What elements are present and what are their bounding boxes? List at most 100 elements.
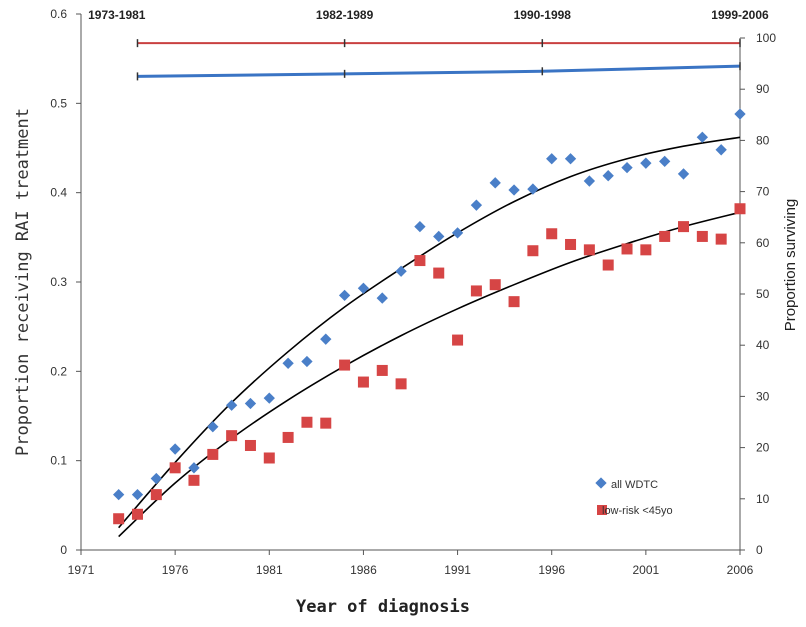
low-risk-point [339,359,351,371]
y2-tick-label: 60 [756,236,770,250]
wdtc-point [527,183,539,195]
legend-diamond-marker [595,477,607,489]
legend-square-marker [597,505,607,515]
x-tick-label: 1996 [538,563,565,577]
wdtc-point [320,333,332,345]
y2-tick-label: 70 [756,185,770,199]
low-risk-point [565,238,577,250]
low-risk-point [320,417,332,429]
low-risk-point [169,462,181,474]
wdtc-point [696,131,708,143]
low-risk-point [470,285,482,297]
period-label: 1990-1998 [514,8,572,22]
y-axis-label: Proportion receiving RAI treatment [13,108,33,456]
low-risk-point [678,221,690,233]
y2-tick-label: 50 [756,287,770,301]
low-risk-point [527,245,539,257]
x-tick-label: 1986 [350,563,377,577]
low-risk-point [282,431,294,443]
period-label: 1982-1989 [316,8,374,22]
survival-line [137,64,741,78]
wdtc-point [508,184,520,196]
low-risk-point [734,203,746,215]
y2-axis-label: Proportion surviving [782,199,799,332]
low-risk-point [696,230,708,242]
low-risk-point [131,508,143,520]
wdtc-point [263,392,275,404]
y-tick-label: 0.2 [50,364,67,378]
wdtc-point [621,161,633,174]
low-risk-point [301,416,313,428]
y2-tick-label: 100 [756,31,776,45]
low-risk-point [715,233,727,245]
x-tick-label: 1981 [256,563,283,577]
low-risk-point [452,334,464,346]
wdtc-point [376,292,388,304]
y2-tick-label: 10 [756,492,770,506]
x-tick-label: 2001 [633,563,660,577]
low-risk-point [150,489,162,501]
wdtc-point [207,421,219,433]
low-risk-point [489,279,501,291]
low-risk-point [508,296,520,308]
trend-line [118,136,741,529]
wdtc-point [338,289,351,302]
y-tick-label: 0.5 [50,96,67,110]
low-risk-point [263,452,275,464]
y2-tick-label: 20 [756,441,770,455]
wdtc-point [188,462,200,474]
low-risk-point [395,378,407,390]
low-risk-point [226,430,238,442]
y-tick-label: 0.1 [50,454,67,468]
legend: all WDTC low-risk <45yo [595,477,673,517]
wdtc-point [546,153,558,165]
wdtc-point [470,199,483,211]
y2-tick-label: 30 [756,389,770,403]
low-risk-point [188,474,200,486]
wdtc-point [301,355,313,368]
low-risk-point [621,243,633,255]
low-risk-point [659,230,671,242]
legend-label-all-wdtc: all WDTC [611,479,658,491]
x-tick-label: 1971 [68,563,95,577]
wdtc-point [433,230,445,243]
low-risk-point [433,267,445,279]
y2-tick-label: 0 [756,543,763,557]
period-label: 1973-1981 [88,8,146,22]
axis-ticks: 1971 1976 1981 1986 1991 1996 2001 200600.10.20… [50,7,776,577]
low-risk-point [244,439,256,451]
x-tick-label: 2006 [727,563,754,577]
y-tick-label: 0.6 [50,7,67,21]
y-tick-label: 0.4 [50,186,67,200]
wdtc-point [583,175,596,187]
wdtc-point [489,177,501,189]
wdtc-point [451,227,464,239]
wdtc-point [602,170,614,182]
wdtc-point [640,157,652,169]
wdtc-point [395,265,407,277]
y-tick-label: 0 [60,543,67,557]
low-risk-point [414,255,426,267]
x-tick-label: 1991 [444,563,471,577]
x-axis-label: Year of diagnosis [296,597,470,617]
low-risk-point [640,244,652,256]
y2-tick-label: 40 [756,338,770,352]
survival-lines: 1973-1981 1982-1989 1990-1998 1999-2006 [88,8,769,81]
wdtc-point [282,357,294,369]
low-risk-point [546,228,558,240]
low-risk-point [113,513,125,525]
low-risk-point [583,244,595,256]
wdtc-point [225,399,238,411]
wdtc-point [150,472,162,485]
data-points [113,108,746,525]
x-tick-label: 1976 [162,563,189,577]
period-label: 1999-2006 [711,8,769,22]
y-tick-label: 0.3 [50,275,67,289]
wdtc-point [169,443,181,455]
wdtc-point [357,282,370,294]
low-risk-point [207,448,219,460]
wdtc-point [131,488,144,501]
wdtc-point [659,155,671,168]
